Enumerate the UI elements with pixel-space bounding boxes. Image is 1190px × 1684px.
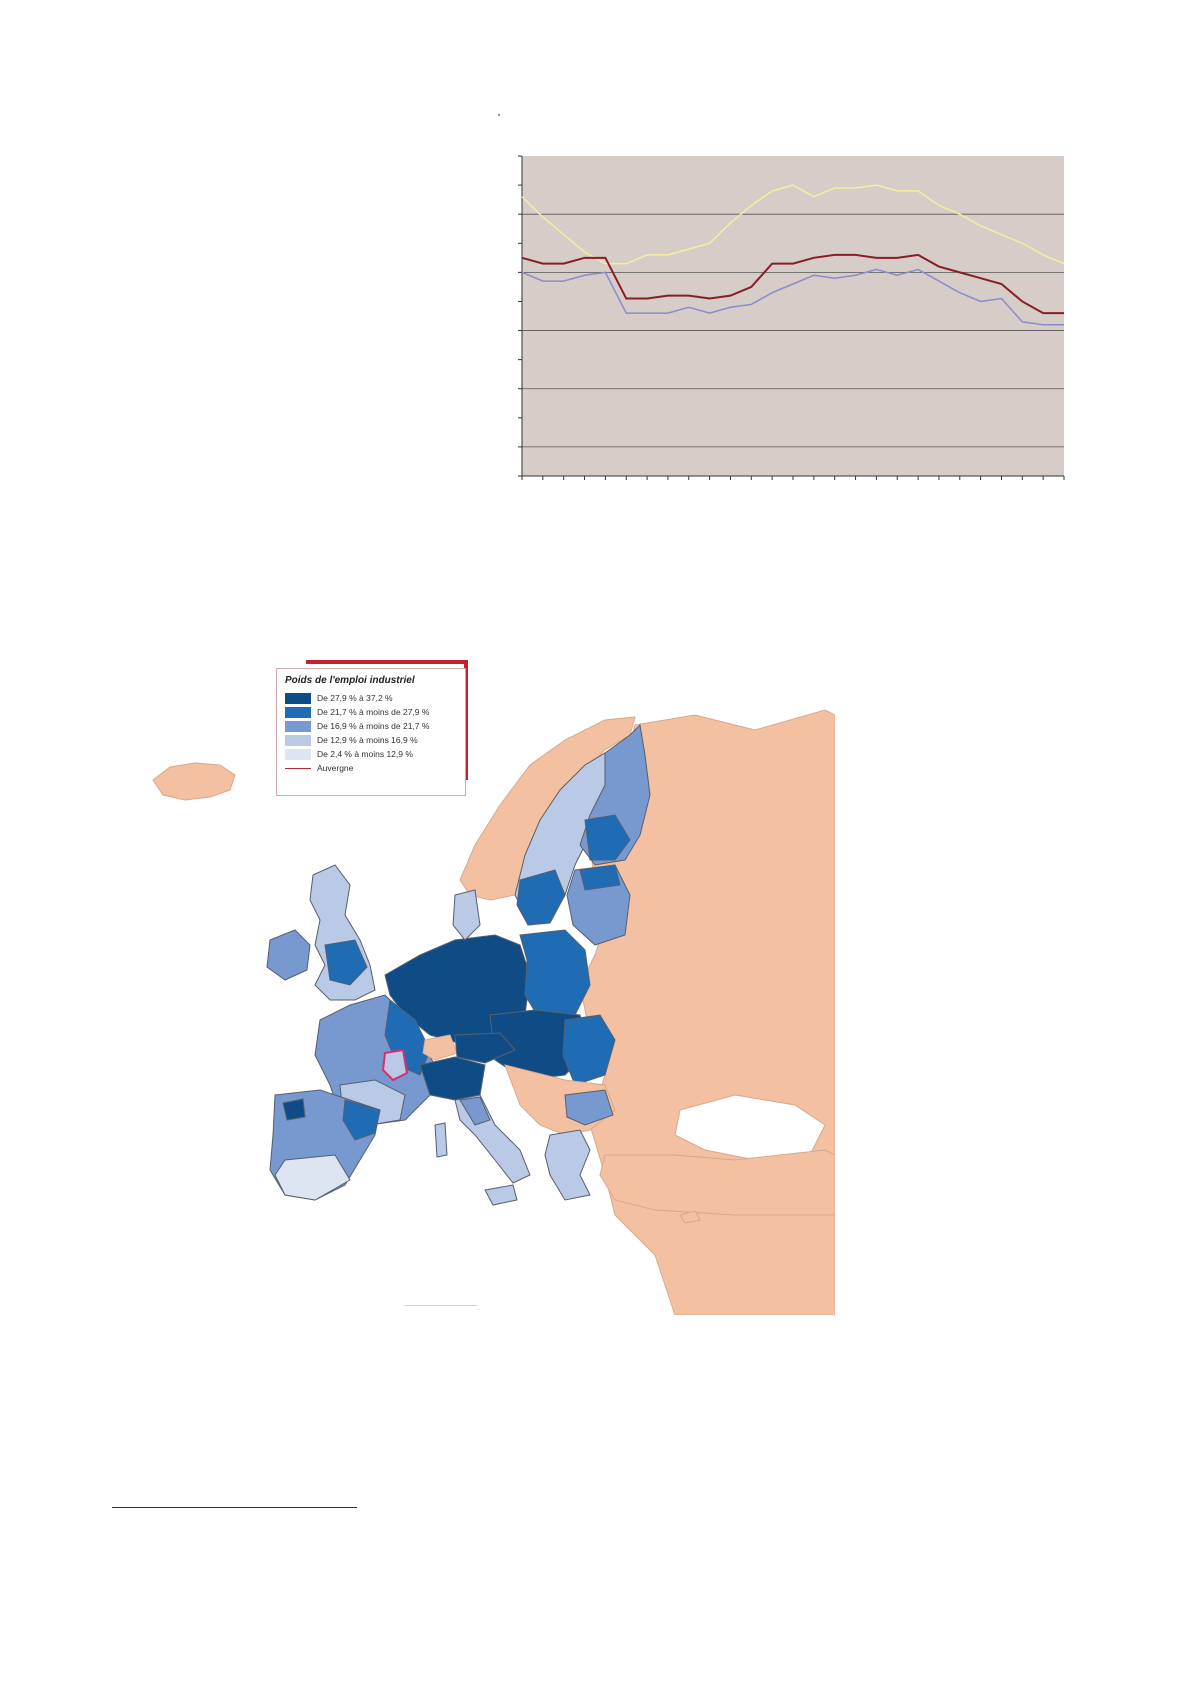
legend-swatch bbox=[285, 706, 311, 718]
legend-item-auvergne: Auvergne bbox=[285, 761, 457, 775]
region-catalonia bbox=[342, 1099, 381, 1141]
region-austria bbox=[454, 1032, 516, 1064]
series-line-1 bbox=[521, 184, 1065, 265]
region-bulgaria bbox=[564, 1089, 614, 1126]
map-legend: Poids de l'emploi industriel De 27,9 % à… bbox=[276, 668, 466, 796]
legend-label: De 12,9 % à moins 16,9 % bbox=[317, 735, 418, 745]
legend-label: De 27,9 % à 37,2 % bbox=[317, 693, 393, 703]
legend-accent-bar bbox=[306, 660, 468, 664]
legend-items: De 27,9 % à 37,2 % De 21,7 % à moins de 2… bbox=[285, 691, 457, 761]
region-iberia-south bbox=[274, 1154, 351, 1201]
region-poland bbox=[519, 929, 591, 1021]
region-romania bbox=[562, 1014, 616, 1086]
region-denmark bbox=[452, 889, 481, 941]
region-sicily bbox=[484, 1184, 518, 1206]
region-finland-south bbox=[584, 814, 631, 861]
legend-swatch bbox=[285, 692, 311, 704]
legend-line-swatch bbox=[285, 767, 311, 769]
legend-swatch bbox=[285, 734, 311, 746]
region-turkey bbox=[599, 1149, 836, 1216]
legend-item: De 2,4 % à moins 12,9 % bbox=[285, 747, 457, 761]
legend-label: De 2,4 % à moins 12,9 % bbox=[317, 749, 413, 759]
legend-swatch bbox=[285, 720, 311, 732]
legend-swatch bbox=[285, 748, 311, 760]
legend-item: De 16,9 % à moins de 21,7 % bbox=[285, 719, 457, 733]
page-speck bbox=[498, 114, 500, 116]
legend-title: Poids de l'emploi industriel bbox=[285, 675, 415, 686]
legend-accent-bar-vertical bbox=[464, 660, 468, 780]
legend-item: De 21,7 % à moins de 27,9 % bbox=[285, 705, 457, 719]
legend-item: De 27,9 % à 37,2 % bbox=[285, 691, 457, 705]
footnote-separator bbox=[112, 1507, 357, 1508]
legend-label: De 21,7 % à moins de 27,9 % bbox=[317, 707, 430, 717]
legend-item: De 12,9 % à moins 16,9 % bbox=[285, 733, 457, 747]
region-sardinia bbox=[434, 1122, 448, 1158]
region-auvergne bbox=[381, 1048, 409, 1082]
region-estonia bbox=[579, 864, 621, 891]
line-chart-svg bbox=[518, 155, 1065, 480]
europe-map-svg bbox=[152, 709, 836, 1316]
line-chart bbox=[514, 148, 1074, 498]
series-line-2 bbox=[521, 253, 1064, 315]
region-gb-midlands bbox=[324, 939, 368, 986]
region-italy-centre bbox=[459, 1096, 491, 1126]
region-italy-north bbox=[419, 1056, 486, 1101]
region-ireland bbox=[266, 929, 311, 981]
region-switzerland bbox=[422, 1034, 458, 1061]
region-basque bbox=[282, 1098, 306, 1121]
region-cyprus bbox=[679, 1210, 701, 1224]
legend-label: De 16,9 % à moins de 21,7 % bbox=[317, 721, 430, 731]
europe-map bbox=[135, 655, 836, 1316]
series-line-3 bbox=[521, 268, 1064, 326]
map-scale-bar bbox=[405, 1305, 477, 1306]
region-iceland bbox=[152, 762, 236, 801]
plot-area bbox=[522, 156, 1064, 476]
legend-label-auvergne: Auvergne bbox=[317, 763, 354, 773]
region-sweden-south bbox=[516, 869, 566, 926]
region-greece bbox=[544, 1129, 591, 1201]
